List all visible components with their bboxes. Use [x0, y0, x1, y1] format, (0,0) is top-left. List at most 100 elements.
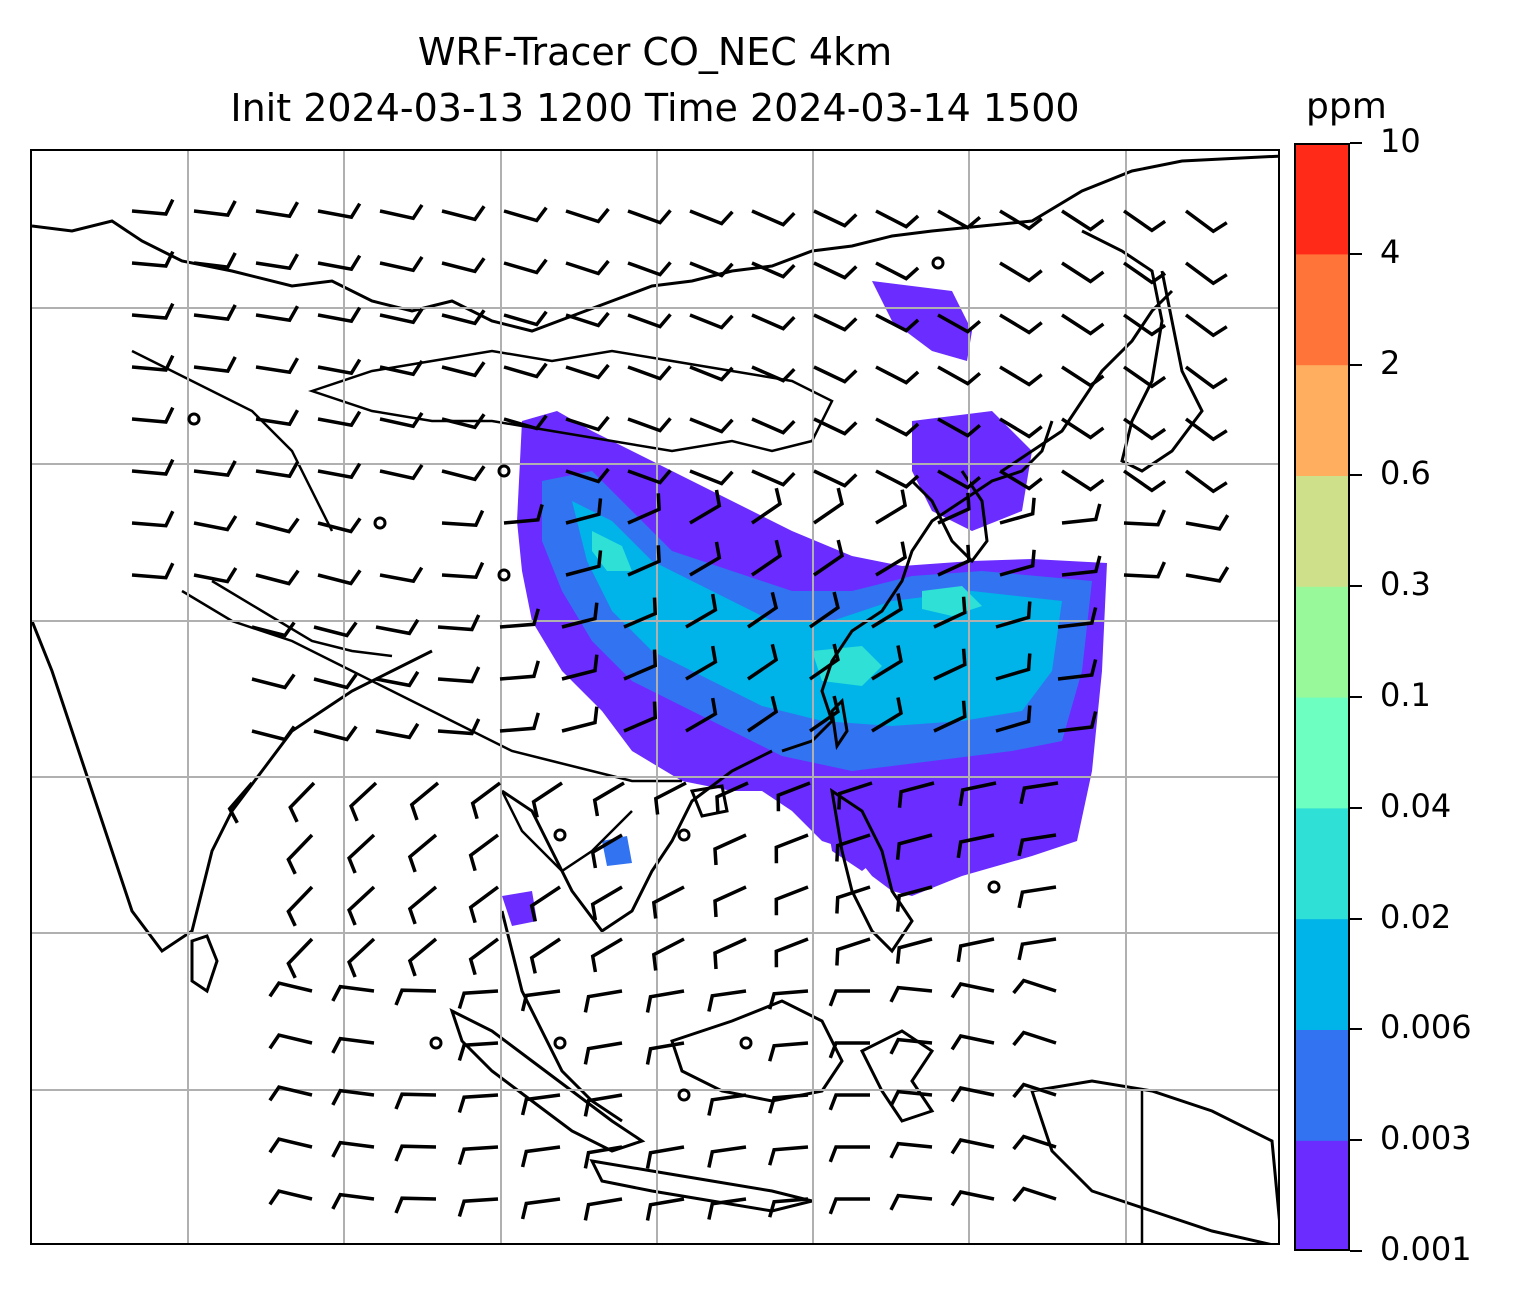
wind-barb — [441, 509, 485, 528]
chart-title-line-1: WRF-Tracer CO_NEC 4km — [417, 30, 893, 74]
wind-barb — [937, 313, 982, 334]
wind-barb — [627, 545, 661, 577]
wind-barb — [331, 1192, 375, 1210]
wind-barb — [255, 201, 300, 219]
wind-barb — [689, 489, 722, 525]
wind-barb — [255, 409, 300, 427]
colorbar-tick — [1350, 806, 1362, 809]
wind-barb — [379, 411, 424, 429]
wind-barb — [774, 833, 809, 864]
wind-barb — [193, 460, 237, 477]
colorbar-tick — [1350, 696, 1362, 698]
wind-barb — [813, 487, 844, 525]
wind-barb — [457, 1041, 499, 1062]
wind-barb — [809, 643, 840, 681]
coastline-sri-lanka — [190, 934, 219, 994]
wind-barb — [813, 209, 858, 228]
wind-calm-marker — [497, 464, 511, 478]
colorbar-tick-label: 10 — [1380, 122, 1421, 160]
wind-barb — [561, 706, 599, 733]
wind-barb — [375, 670, 420, 688]
wind-calm-marker — [187, 412, 201, 426]
wind-barb — [1012, 1030, 1057, 1047]
wind-barb — [1185, 566, 1230, 583]
wind-barb — [897, 781, 935, 808]
wind-barb — [1123, 509, 1167, 527]
wind-barb — [889, 1193, 933, 1211]
colorbar-segment — [1294, 253, 1350, 366]
colorbar-tick-label: 0.04 — [1380, 786, 1452, 825]
wind-barb — [751, 209, 796, 227]
wind-barb — [441, 465, 486, 482]
wind-barb — [937, 544, 971, 577]
wind-barb — [331, 1036, 375, 1054]
wind-barb — [1057, 659, 1098, 681]
wind-barb — [1017, 885, 1057, 909]
wind-barb — [193, 515, 238, 532]
wind-barb — [1184, 417, 1228, 442]
wind-barb — [875, 489, 908, 525]
wind-barb — [1184, 261, 1228, 286]
wind-barb — [747, 695, 779, 733]
wind-barb — [503, 362, 548, 379]
wind-barb — [871, 697, 903, 733]
wind-barb — [707, 1145, 747, 1168]
wind-barb — [255, 357, 300, 375]
wind-barb — [950, 1034, 995, 1051]
wind-barb — [394, 1092, 437, 1110]
wind-barb — [776, 781, 811, 812]
colorbar-tick-label: 0.1 — [1380, 676, 1431, 714]
wind-barb — [751, 261, 796, 279]
wind-barb — [268, 1033, 313, 1050]
wind-barb — [1184, 313, 1228, 338]
wind-barb — [499, 712, 540, 733]
wind-barb — [689, 469, 734, 486]
wind-barb — [813, 539, 844, 577]
colorbar-tick-label: 2 — [1380, 343, 1401, 382]
wind-barb — [995, 653, 1032, 681]
wind-barb — [131, 250, 175, 268]
border-kazakh — [131, 349, 334, 532]
wind-barb — [751, 313, 796, 331]
wind-barb — [689, 417, 734, 434]
coastline-taiwan — [830, 697, 849, 751]
wind-barb — [645, 1041, 685, 1065]
wind-barb — [895, 937, 933, 964]
wind-barb — [685, 697, 718, 733]
wind-barb — [1019, 781, 1059, 805]
wind-barb — [499, 660, 540, 681]
wind-barb — [347, 833, 376, 874]
wind-barb — [1184, 365, 1228, 390]
colorbar-tick-label: 0.001 — [1380, 1230, 1472, 1268]
wind-barb — [1012, 1186, 1057, 1203]
wind-barb — [437, 614, 481, 632]
wind-barb — [468, 937, 500, 976]
wind-barb — [933, 648, 967, 681]
wind-barb — [768, 1041, 809, 1062]
wind-calm-marker — [739, 1036, 753, 1050]
wind-barb — [835, 885, 871, 914]
wind-barb — [837, 781, 873, 810]
wind-barb — [251, 673, 296, 690]
wind-barb — [268, 1189, 313, 1206]
border-indochina — [500, 790, 633, 873]
wind-barb — [933, 596, 967, 629]
colorbar-tick-label: 4 — [1380, 232, 1401, 271]
wind-calm-marker — [497, 568, 511, 582]
wind-barb — [999, 365, 1043, 387]
colorbar-segment — [1294, 475, 1350, 587]
wind-barb — [1061, 365, 1105, 388]
colorbar-tick-label: 0.02 — [1380, 897, 1452, 936]
wind-barb — [768, 1093, 809, 1114]
wind-barb — [457, 1093, 499, 1114]
coastline-sulawesi — [859, 1029, 935, 1123]
wind-barb — [1123, 561, 1167, 579]
wind-barb — [457, 1197, 499, 1218]
wind-barb — [813, 469, 858, 488]
wind-barb — [623, 597, 658, 629]
colorbar-tick — [1350, 363, 1362, 366]
wind-barb — [889, 1089, 933, 1107]
wind-barb — [809, 591, 840, 629]
wind-barb — [645, 1197, 685, 1221]
coastline-china-east — [781, 420, 1054, 753]
